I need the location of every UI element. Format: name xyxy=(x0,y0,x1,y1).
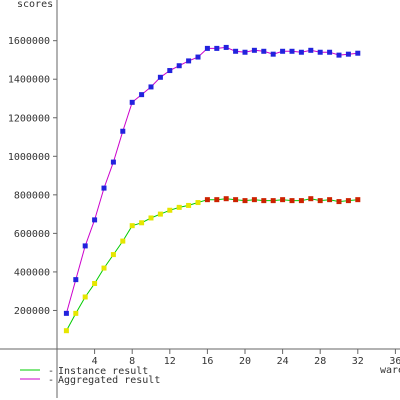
data-point xyxy=(82,294,88,300)
data-point xyxy=(101,185,107,191)
legend-dash-aggregated: - xyxy=(48,375,54,386)
y-tick-label: 600000 xyxy=(14,229,50,240)
data-point xyxy=(139,220,145,226)
data-point xyxy=(336,199,342,205)
data-point xyxy=(327,49,333,55)
data-point xyxy=(345,51,351,57)
data-point xyxy=(73,310,79,316)
data-point xyxy=(186,58,192,64)
data-point xyxy=(242,49,248,55)
legend-dash-instance: - xyxy=(48,366,54,377)
data-point xyxy=(298,198,304,204)
y-tick-label: 800000 xyxy=(14,190,50,201)
data-point xyxy=(261,48,267,54)
data-point xyxy=(317,198,323,204)
data-point xyxy=(101,265,107,271)
data-point xyxy=(308,196,314,202)
data-point xyxy=(233,48,239,54)
data-point xyxy=(251,47,257,53)
x-tick-label: 28 xyxy=(314,356,326,367)
data-point xyxy=(204,45,210,51)
data-point xyxy=(110,252,116,258)
data-point xyxy=(195,200,201,206)
data-point xyxy=(317,49,323,55)
data-point xyxy=(195,54,201,60)
data-point xyxy=(355,197,361,203)
series-lines xyxy=(65,46,358,331)
data-point xyxy=(223,44,229,50)
x-tick-label: 36 xyxy=(389,356,400,367)
data-point xyxy=(110,159,116,165)
y-tick-label: 1400000 xyxy=(8,75,50,86)
data-point xyxy=(223,196,229,202)
data-point xyxy=(251,197,257,203)
data-point xyxy=(157,211,163,217)
data-point xyxy=(327,197,333,203)
x-tick-label: 32 xyxy=(352,356,364,367)
data-point xyxy=(129,99,135,105)
data-point xyxy=(186,202,192,208)
y-tick-label: 1200000 xyxy=(8,113,50,124)
legend-label-instance: Instance result xyxy=(58,366,148,377)
data-point xyxy=(355,50,361,56)
x-tick-label: 4 xyxy=(92,356,98,367)
legend-label-aggregated: Aggregated result xyxy=(58,375,160,386)
data-point xyxy=(148,215,154,221)
data-point xyxy=(120,128,126,134)
data-point xyxy=(157,74,163,80)
data-point xyxy=(214,45,220,51)
y-tick-label: 1600000 xyxy=(8,36,50,47)
series-markers xyxy=(63,44,361,334)
data-point xyxy=(336,52,342,58)
y-tick-label: 200000 xyxy=(14,306,50,317)
y-tick-label: 400000 xyxy=(14,267,50,278)
data-point xyxy=(82,243,88,249)
data-point xyxy=(63,310,69,316)
series-line-aggregated xyxy=(65,46,358,314)
data-point xyxy=(298,49,304,55)
data-point xyxy=(204,197,210,203)
y-ticks: 200000 400000 600000 800000 1000000 1200000 14… xyxy=(8,36,57,317)
x-tick-label: 8 xyxy=(129,356,135,367)
data-point xyxy=(261,198,267,204)
data-point xyxy=(280,197,286,203)
series-line-instance xyxy=(65,198,358,331)
data-point xyxy=(233,197,239,203)
data-point xyxy=(139,92,145,98)
y-axis-label: scores xyxy=(17,0,53,10)
data-point xyxy=(129,223,135,229)
data-point xyxy=(92,280,98,286)
data-point xyxy=(120,238,126,244)
x-tick-label: 20 xyxy=(239,356,251,367)
data-point xyxy=(289,48,295,54)
data-point xyxy=(270,198,276,204)
x-ticks: 4 8 12 16 20 24 28 32 36 xyxy=(92,349,400,367)
data-point xyxy=(167,68,173,74)
data-point xyxy=(92,217,98,223)
x-tick-label: 24 xyxy=(277,356,289,367)
data-point xyxy=(176,204,182,210)
data-point xyxy=(148,84,154,90)
data-point xyxy=(280,48,286,54)
x-tick-label: 16 xyxy=(201,356,213,367)
data-point xyxy=(270,51,276,57)
data-point xyxy=(308,47,314,53)
y-tick-label: 1000000 xyxy=(8,152,50,163)
x-tick-label: 12 xyxy=(164,356,176,367)
data-point xyxy=(167,207,173,213)
data-point xyxy=(63,328,69,334)
x-axis-label: wares xyxy=(380,365,400,376)
data-point xyxy=(345,198,351,204)
data-point xyxy=(214,197,220,203)
legend: - Instance result - Aggregated result xyxy=(20,366,160,386)
data-point xyxy=(289,198,295,204)
data-point xyxy=(176,63,182,69)
data-point xyxy=(73,277,79,283)
data-point xyxy=(242,198,248,204)
